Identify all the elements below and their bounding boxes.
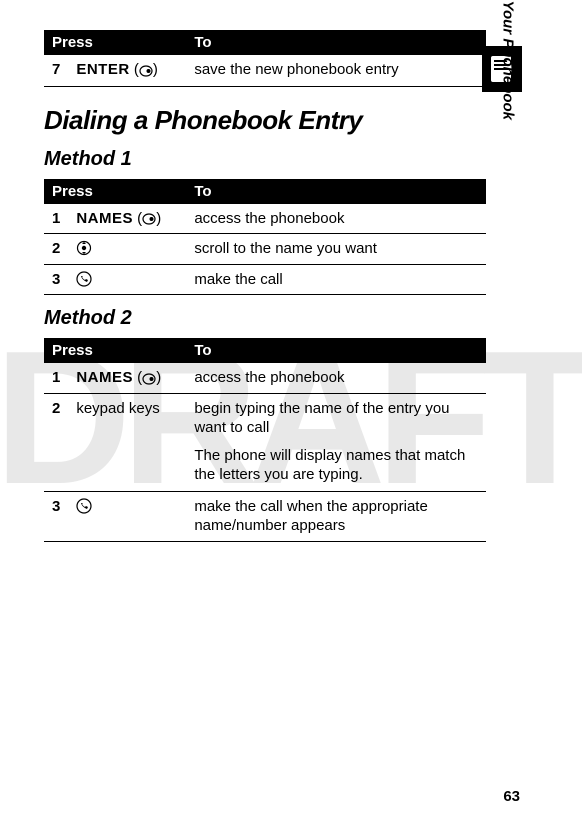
press-cell: NAMES ()	[68, 204, 186, 234]
table-row: 7 ENTER () save the new phonebook entry	[44, 55, 486, 86]
method-2-table: Press To 1 NAMES () access the phonebook…	[44, 338, 486, 542]
to-cell: make the call when the appropriate name/…	[186, 491, 486, 542]
softkey-right-icon	[142, 370, 156, 387]
page-number: 63	[503, 788, 520, 805]
to-cell: scroll to the name you want	[186, 234, 486, 265]
to-cell: access the phonebook	[186, 363, 486, 393]
press-cell	[68, 491, 186, 542]
section-title: Dialing a Phonebook Entry	[44, 105, 486, 136]
col-header-to: To	[186, 30, 486, 55]
step-number: 3	[44, 265, 68, 295]
step-number: 3	[44, 491, 68, 542]
step-number: 7	[44, 55, 68, 86]
top-continuation-table: Press To 7 ENTER () save the new phonebo…	[44, 30, 486, 87]
side-tab-label: Setting Up Your Phonebook	[499, 0, 516, 120]
to-cell: begin typing the name of the entry you w…	[186, 393, 486, 491]
step-number: 1	[44, 363, 68, 393]
softkey-right-icon	[139, 62, 153, 79]
to-cell: access the phonebook	[186, 204, 486, 234]
col-header-press: Press	[44, 30, 186, 55]
col-header-press: Press	[44, 338, 186, 363]
nav-key-icon	[76, 240, 92, 258]
to-cell: save the new phonebook entry	[186, 55, 486, 86]
step-number: 2	[44, 234, 68, 265]
col-header-to: To	[186, 338, 486, 363]
table-row: 2 keypad keys begin typing the name of t…	[44, 393, 486, 491]
press-cell	[68, 234, 186, 265]
table-row: 1 NAMES () access the phonebook	[44, 204, 486, 234]
step-number: 2	[44, 393, 68, 491]
table-row: 3 make the call	[44, 265, 486, 295]
col-header-to: To	[186, 179, 486, 204]
table-row: 2 scroll to the name you want	[44, 234, 486, 265]
softkey-right-icon	[142, 210, 156, 227]
col-header-press: Press	[44, 179, 186, 204]
method-1-title: Method 1	[44, 148, 486, 171]
call-key-icon	[76, 271, 92, 288]
press-cell: NAMES ()	[68, 363, 186, 393]
step-number: 1	[44, 204, 68, 234]
press-cell	[68, 265, 186, 295]
table-row: 3 make the call when the appropriate nam…	[44, 491, 486, 542]
method-2-title: Method 2	[44, 307, 486, 330]
press-cell: ENTER ()	[68, 55, 186, 86]
table-row: 1 NAMES () access the phonebook	[44, 363, 486, 393]
method-1-table: Press To 1 NAMES () access the phonebook…	[44, 179, 486, 296]
press-cell: keypad keys	[68, 393, 186, 491]
to-cell: make the call	[186, 265, 486, 295]
call-key-icon	[76, 498, 92, 515]
